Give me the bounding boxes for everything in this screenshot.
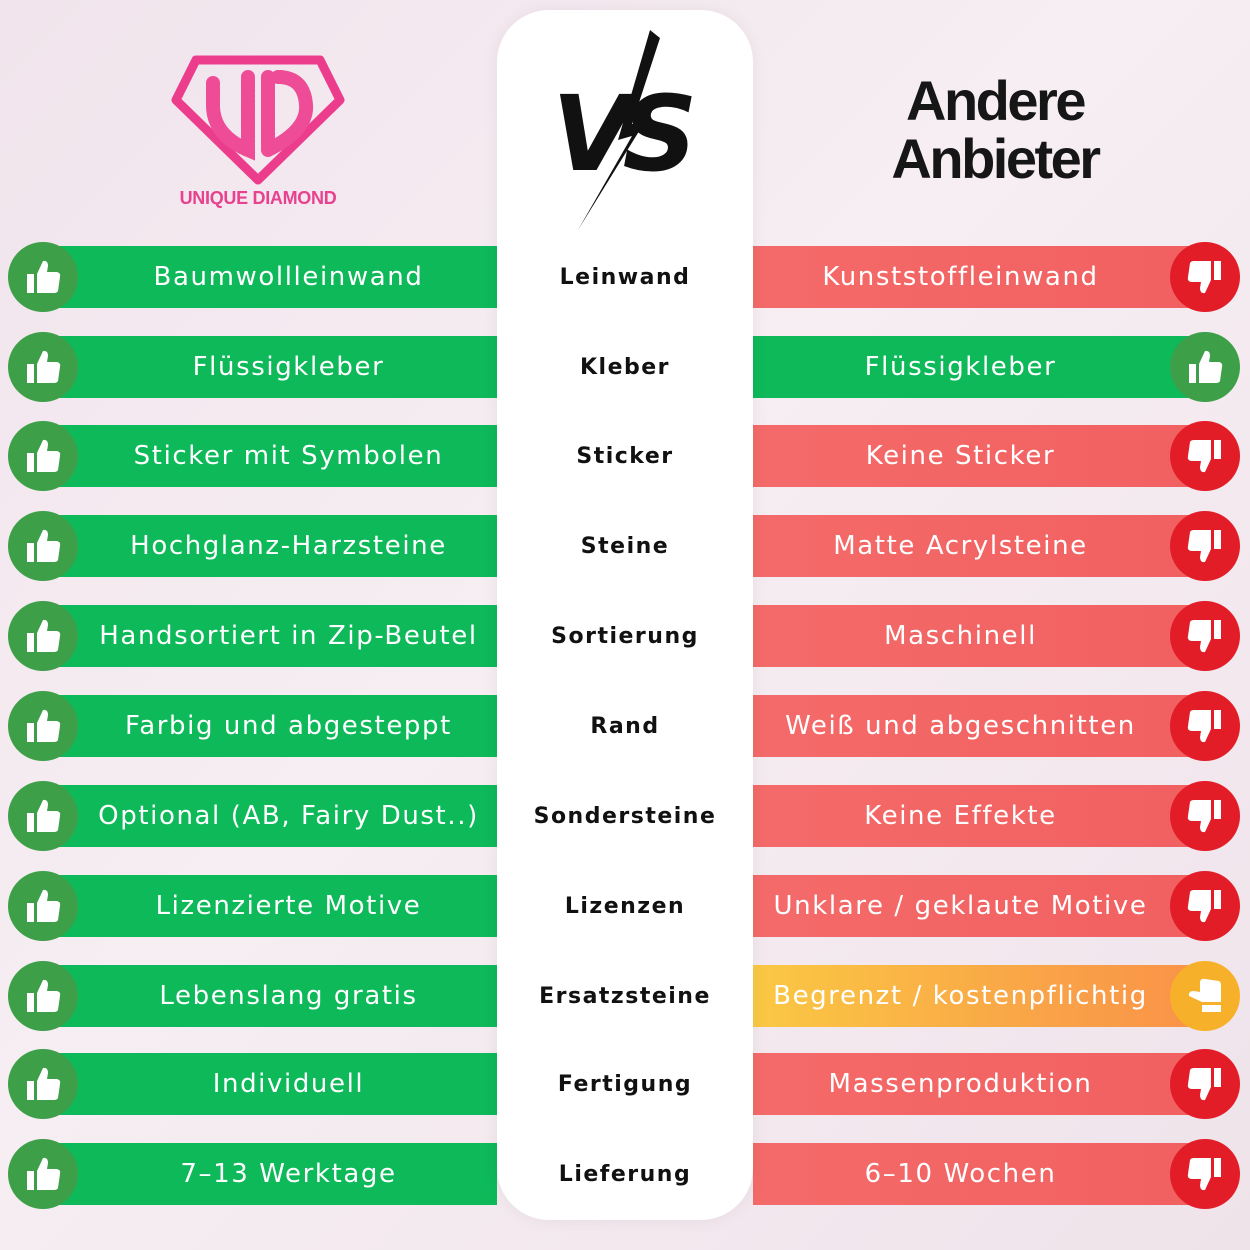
comparison-row: Flüssigkleber Kleber Flüssigkleber [0, 332, 1250, 402]
thumbs-down-icon [1170, 1049, 1240, 1119]
comparison-row: Optional (AB, Fairy Dust..) Sondersteine… [0, 781, 1250, 851]
our-feature: Handsortiert in Zip-Beutel [45, 605, 497, 667]
our-feature-text: Optional (AB, Fairy Dust..) [98, 801, 479, 831]
thumbs-up-icon [8, 511, 78, 581]
comparison-row: Baumwollleinwand Leinwand Kunststofflein… [0, 242, 1250, 312]
competitor-feature: Matte Acrylsteine [753, 515, 1208, 577]
center-panel [497, 10, 753, 1220]
competitor-feature: Begrenzt / kostenpflichtig [753, 965, 1208, 1027]
competitor-feature: 6–10 Wochen [753, 1143, 1208, 1205]
thumbs-sideways-icon [1170, 961, 1240, 1031]
category-label: Rand [590, 713, 660, 739]
comparison-row: 7–13 Werktage Lieferung 6–10 Wochen [0, 1139, 1250, 1209]
our-feature: Flüssigkleber [45, 336, 497, 398]
thumbs-up-icon [8, 601, 78, 671]
lightning-icon [578, 30, 660, 230]
thumbs-up-icon [8, 781, 78, 851]
category-label: Leinwand [559, 264, 691, 290]
competitor-title: Andere Anbieter [850, 72, 1140, 188]
category-label: Steine [580, 533, 670, 559]
competitor-feature-text: Matte Acrylsteine [833, 531, 1088, 561]
our-feature-text: Individuell [212, 1069, 365, 1099]
our-feature: Sticker mit Symbolen [45, 425, 497, 487]
comparison-row: Lebenslang gratis Ersatzsteine Begrenzt … [0, 961, 1250, 1031]
comparison-row: Handsortiert in Zip-Beutel Sortierung Ma… [0, 601, 1250, 671]
our-feature: Lebenslang gratis [45, 965, 497, 1027]
our-feature-text: Handsortiert in Zip-Beutel [99, 621, 478, 651]
our-feature: Lizenzierte Motive [45, 875, 497, 937]
our-feature: Hochglanz-Harzsteine [45, 515, 497, 577]
competitor-feature-text: 6–10 Wochen [864, 1159, 1057, 1189]
thumbs-up-icon [8, 871, 78, 941]
our-feature-text: Sticker mit Symbolen [133, 441, 444, 471]
our-feature: Baumwollleinwand [45, 246, 497, 308]
thumbs-up-icon [8, 1049, 78, 1119]
competitor-feature: Flüssigkleber [753, 336, 1208, 398]
thumbs-down-icon [1170, 242, 1240, 312]
competitor-feature: Weiß und abgeschnitten [753, 695, 1208, 757]
our-feature: 7–13 Werktage [45, 1143, 497, 1205]
competitor-feature: Massenproduktion [753, 1053, 1208, 1115]
competitor-feature: Kunststoffleinwand [753, 246, 1208, 308]
thumbs-up-icon [8, 691, 78, 761]
competitor-title-line2: Anbieter [891, 127, 1101, 190]
our-feature-text: 7–13 Werktage [180, 1159, 397, 1189]
competitor-feature-text: Flüssigkleber [864, 352, 1057, 382]
thumbs-down-icon [1170, 601, 1240, 671]
category-label: Lizenzen [564, 893, 686, 919]
thumbs-down-icon [1170, 691, 1240, 761]
comparison-row: Individuell Fertigung Massenproduktion [0, 1049, 1250, 1119]
category-label: Sortierung [551, 623, 699, 649]
category-label: Sondersteine [533, 803, 717, 829]
category-label: Sticker [576, 443, 674, 469]
our-feature: Optional (AB, Fairy Dust..) [45, 785, 497, 847]
our-feature-text: Baumwollleinwand [153, 262, 424, 292]
competitor-feature: Keine Sticker [753, 425, 1208, 487]
thumbs-up-icon [8, 421, 78, 491]
thumbs-down-icon [1170, 511, 1240, 581]
thumbs-down-icon [1170, 871, 1240, 941]
competitor-feature: Keine Effekte [753, 785, 1208, 847]
thumbs-up-icon [1170, 332, 1240, 402]
competitor-feature-text: Keine Effekte [864, 801, 1057, 831]
category-label: Kleber [579, 354, 671, 380]
thumbs-down-icon [1170, 1139, 1240, 1209]
thumbs-up-icon [8, 242, 78, 312]
category-label: Fertigung [557, 1071, 693, 1097]
our-feature-text: Farbig und abgesteppt [125, 711, 452, 741]
brand-logo: UNIQUE DIAMOND [168, 55, 348, 215]
brand-name: UNIQUE DIAMOND [179, 188, 337, 208]
our-feature-text: Hochglanz-Harzsteine [130, 531, 447, 561]
our-feature-text: Flüssigkleber [192, 352, 385, 382]
thumbs-down-icon [1170, 781, 1240, 851]
thumbs-down-icon [1170, 421, 1240, 491]
competitor-feature-text: Maschinell [884, 621, 1037, 651]
our-feature: Individuell [45, 1053, 497, 1115]
vs-logo: VS [540, 30, 710, 235]
comparison-row: Lizenzierte Motive Lizenzen Unklare / ge… [0, 871, 1250, 941]
competitor-feature: Unklare / geklaute Motive [753, 875, 1208, 937]
category-label: Ersatzsteine [539, 983, 711, 1009]
competitor-feature-text: Massenproduktion [828, 1069, 1093, 1099]
competitor-feature-text: Keine Sticker [865, 441, 1056, 471]
thumbs-up-icon [8, 332, 78, 402]
category-label: Lieferung [558, 1161, 692, 1187]
comparison-row: Hochglanz-Harzsteine Steine Matte Acryls… [0, 511, 1250, 581]
competitor-feature-text: Kunststoffleinwand [822, 262, 1099, 292]
thumbs-up-icon [8, 1139, 78, 1209]
competitor-feature-text: Weiß und abgeschnitten [785, 711, 1136, 741]
competitor-title-line1: Andere [906, 69, 1086, 132]
comparison-row: Farbig und abgesteppt Rand Weiß und abge… [0, 691, 1250, 761]
our-feature: Farbig und abgesteppt [45, 695, 497, 757]
diamond-logo-icon [171, 55, 345, 185]
our-feature-text: Lizenzierte Motive [155, 891, 422, 921]
comparison-row: Sticker mit Symbolen Sticker Keine Stick… [0, 421, 1250, 491]
competitor-feature-text: Begrenzt / kostenpflichtig [773, 981, 1148, 1011]
competitor-feature: Maschinell [753, 605, 1208, 667]
competitor-feature-text: Unklare / geklaute Motive [773, 891, 1148, 921]
our-feature-text: Lebenslang gratis [159, 981, 418, 1011]
thumbs-up-icon [8, 961, 78, 1031]
